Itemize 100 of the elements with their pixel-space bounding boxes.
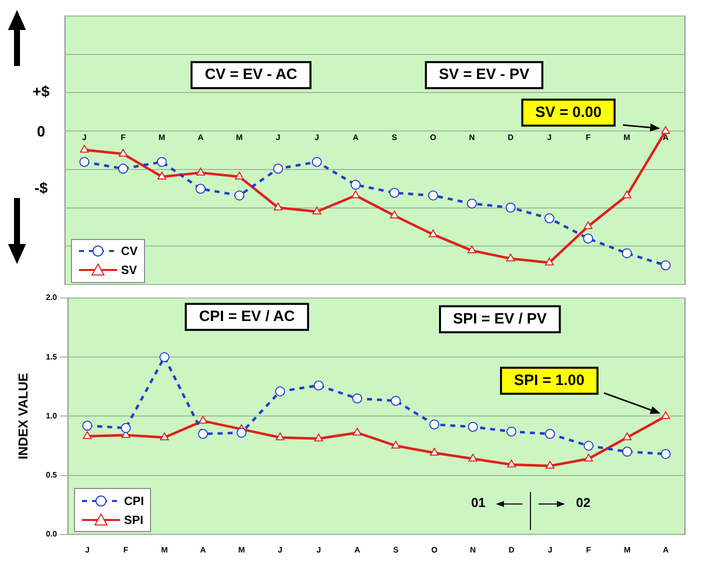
- point: [82, 420, 92, 431]
- x-tick-label: D: [508, 133, 514, 142]
- point: [468, 422, 478, 432]
- point: [198, 428, 208, 439]
- point: [506, 254, 516, 262]
- y-axis-title: INDEX VALUE: [15, 372, 30, 460]
- x-tick-label: J: [314, 133, 320, 142]
- point: [506, 426, 516, 437]
- y-tick-label: 0.5: [46, 470, 58, 480]
- x-tick-label: A: [662, 133, 669, 142]
- point: [391, 440, 400, 448]
- point: [622, 432, 632, 440]
- point: [350, 180, 361, 190]
- point: [583, 233, 594, 244]
- point: [468, 454, 478, 462]
- point: [466, 198, 477, 209]
- point: [506, 202, 516, 213]
- point: [157, 172, 166, 180]
- x-tick-label: J: [548, 545, 552, 554]
- x-tick-label: M: [624, 133, 631, 142]
- point: [507, 460, 516, 468]
- point: [429, 419, 440, 430]
- x-tick-label: A: [352, 133, 359, 142]
- point: [390, 210, 399, 218]
- point: [236, 428, 247, 438]
- annotation: 01: [471, 495, 486, 510]
- annotation: SPI = EV / PV: [453, 310, 547, 328]
- point: [120, 423, 131, 434]
- point: [661, 126, 670, 134]
- point: [546, 460, 554, 469]
- point: [273, 164, 284, 174]
- point: [584, 454, 593, 462]
- point: [196, 168, 206, 176]
- point: [275, 386, 286, 396]
- text: SV = EV - PV: [438, 66, 530, 84]
- x-tick-label: O: [431, 545, 438, 554]
- point: [660, 449, 671, 460]
- point: [467, 246, 476, 254]
- point: [660, 260, 671, 270]
- point: [584, 221, 593, 230]
- y-tick-label: 0.0: [46, 530, 58, 539]
- x-tick-label: M: [624, 545, 631, 554]
- point: [276, 432, 284, 440]
- point: [196, 184, 206, 194]
- x-tick-label: M: [236, 133, 244, 142]
- y-tick-label: 2.0: [46, 293, 58, 302]
- x-tick-label: O: [430, 133, 436, 142]
- point: [274, 202, 283, 210]
- x-tick-label: A: [662, 545, 669, 554]
- point: [118, 148, 128, 157]
- point: [545, 428, 556, 439]
- legend-label: CPI: [124, 494, 144, 508]
- x-tick-label: A: [200, 545, 206, 554]
- point: [234, 172, 244, 180]
- x-tick-label: F: [586, 545, 592, 554]
- text: SV = 0.00: [535, 104, 602, 121]
- x-tick-label: F: [120, 133, 126, 142]
- x-tick-label: J: [85, 545, 90, 554]
- x-tick-label: M: [161, 545, 168, 554]
- x-tick-label: D: [508, 545, 515, 554]
- text: 0: [36, 124, 46, 141]
- annotation: SPI = 1.00: [514, 372, 584, 389]
- point: [430, 448, 439, 456]
- point: [622, 248, 632, 258]
- x-tick-label: S: [392, 133, 398, 142]
- x-tick-label: M: [158, 133, 166, 142]
- y-tick-label: 1.5: [46, 352, 58, 362]
- point: [312, 206, 322, 214]
- point: [80, 144, 89, 153]
- legend-label: SV: [121, 263, 138, 277]
- x-tick-label: S: [393, 545, 400, 554]
- x-tick-label: F: [586, 133, 591, 142]
- legend-label: SPI: [124, 512, 144, 527]
- x-tick-label: J: [278, 545, 282, 554]
- annotation: CPI = EV / AC: [199, 308, 295, 326]
- point: [428, 229, 438, 238]
- point: [622, 190, 632, 198]
- point: [389, 188, 400, 198]
- x-tick-label: N: [470, 545, 476, 554]
- point: [159, 352, 170, 362]
- x-tick-label: M: [238, 545, 246, 554]
- annotation: 02: [576, 495, 590, 510]
- x-tick-label: A: [198, 133, 204, 142]
- point: [82, 431, 92, 440]
- point: [79, 156, 90, 167]
- x-tick-label: N: [468, 133, 475, 142]
- point: [622, 446, 632, 457]
- point: [198, 416, 208, 424]
- text: -$: [34, 180, 48, 198]
- point: [160, 432, 169, 440]
- point: [314, 434, 324, 442]
- point: [352, 428, 362, 436]
- x-tick-label: J: [547, 133, 552, 142]
- x-tick-label: F: [123, 545, 128, 554]
- point: [544, 213, 554, 224]
- point: [118, 164, 128, 174]
- x-tick-label: J: [82, 133, 87, 142]
- text: CV = EV - AC: [204, 66, 298, 84]
- point: [584, 440, 594, 451]
- x-tick-label: J: [276, 133, 280, 142]
